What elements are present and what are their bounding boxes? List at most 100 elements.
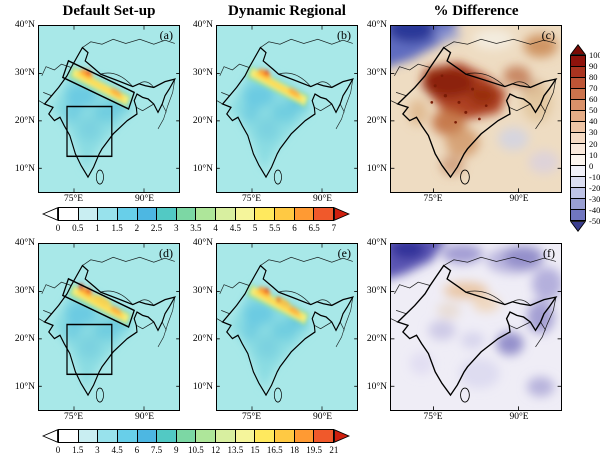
map-chart-b xyxy=(217,26,357,192)
y-axis-tick-label: 10°N xyxy=(366,163,387,174)
colorbar-cell xyxy=(571,176,585,187)
colorbar-cell xyxy=(571,66,585,77)
colorbar-cell xyxy=(274,208,294,220)
y-axis-tick-label: 20°N xyxy=(192,333,213,344)
colorbar-cell xyxy=(175,430,196,442)
colorbar-cell xyxy=(215,430,235,442)
colorbar-cell xyxy=(77,208,98,220)
x-axis-tick-label: 75°E xyxy=(241,412,262,422)
y-axis-tick-label: 40°N xyxy=(14,238,35,248)
colorbar-cell xyxy=(59,208,78,220)
panel-d-x-axis: 75°E 90°E xyxy=(38,411,180,424)
y-axis-tick-label: 40°N xyxy=(366,20,387,30)
map-chart-f xyxy=(391,244,561,410)
y-axis-tick-label: 30°N xyxy=(14,285,35,296)
panel-f-mapbox: (f) xyxy=(390,243,562,411)
panel-a-y-axis: 40°N 30°N 20°N 10°N xyxy=(7,20,35,193)
colorbar-cell xyxy=(571,187,585,198)
colorbar-cell xyxy=(571,198,585,209)
colorbar-row1-over-arrow xyxy=(334,207,350,221)
panel-label-a: (a) xyxy=(159,28,173,42)
colorbar-cell xyxy=(254,430,275,442)
colorbar-row1 xyxy=(42,207,350,221)
column-title-default-setup: Default Set-up xyxy=(62,3,156,19)
panel-d-y-axis: 40°N 30°N 20°N 10°N xyxy=(7,238,35,411)
colorbar-row2-labels: 0 1.5 3 4.5 6 7.5 9 10.5 12 13.5 15 16.5 18 19.5 21 xyxy=(55,445,339,455)
panel-f-x-axis: 75°E 90°E xyxy=(390,411,562,424)
colorbar-row2-cells xyxy=(58,429,334,443)
y-axis-tick-label: 10°N xyxy=(192,163,213,174)
x-axis-tick-label: 75°E xyxy=(63,194,84,204)
y-axis-tick-label: 30°N xyxy=(192,67,213,78)
x-axis-tick-label: 75°E xyxy=(63,412,84,422)
map-chart-d xyxy=(39,244,179,410)
panel-b-x-axis: 75°E 90°E xyxy=(216,193,358,206)
colorbar-cell xyxy=(293,208,314,220)
panel-label-c: (c) xyxy=(541,28,555,42)
colorbar-diff-under-arrow xyxy=(570,221,586,232)
panel-label-f: (f) xyxy=(543,246,555,260)
colorbar-cell xyxy=(234,208,255,220)
y-axis-tick-label: 30°N xyxy=(366,285,387,296)
y-axis-tick-label: 40°N xyxy=(192,238,213,248)
y-axis-tick-label: 10°N xyxy=(366,381,387,392)
x-axis-tick-label: 75°E xyxy=(423,412,443,422)
colorbar-cell xyxy=(313,430,333,442)
colorbar-diff-labels: 100 90 80 70 60 50 40 30 20 10 0 -10 -20 -30 -40 -50 xyxy=(589,50,600,226)
panel-c-y-axis: 40°N 30°N 20°N 10°N xyxy=(359,20,387,193)
panel-b-y-axis: 40°N 30°N 20°N 10°N xyxy=(185,20,213,193)
colorbar-cell xyxy=(293,430,314,442)
x-axis-tick-label: 75°E xyxy=(241,194,262,204)
colorbar-cell xyxy=(571,121,585,132)
x-axis-tick-label: 75°E xyxy=(423,194,443,204)
panel-a-mapbox: (a) xyxy=(38,25,180,193)
x-axis-tick-label: 90°E xyxy=(509,412,529,422)
colorbar-cell xyxy=(175,208,196,220)
colorbar-cell xyxy=(571,132,585,143)
colorbar-cell xyxy=(571,88,585,99)
colorbar-diff-over-arrow xyxy=(570,44,586,55)
x-axis-tick-label: 90°E xyxy=(134,194,155,204)
colorbar-cell xyxy=(254,208,275,220)
panel-f: 40°N 30°N 20°N 10°N (f) 75°E 90°E xyxy=(367,238,562,422)
y-axis-tick-label: 30°N xyxy=(14,67,35,78)
y-axis-tick-label: 30°N xyxy=(366,67,387,78)
y-axis-tick-label: 10°N xyxy=(192,381,213,392)
colorbar-row2 xyxy=(42,429,350,443)
colorbar-row2-over-arrow xyxy=(334,429,350,443)
y-axis-tick-label: 40°N xyxy=(192,20,213,30)
panel-d: 40°N 30°N 20°N 10°N (d) 75°E 90°E xyxy=(15,238,180,422)
colorbar-cell xyxy=(156,430,176,442)
panel-c-mapbox: (c) xyxy=(390,25,562,193)
y-axis-tick-label: 40°N xyxy=(14,20,35,30)
x-axis-tick-label: 90°E xyxy=(312,194,333,204)
panel-e-x-axis: 75°E 90°E xyxy=(216,411,358,424)
panel-d-mapbox: (d) xyxy=(38,243,180,411)
y-axis-tick-label: 20°N xyxy=(366,115,387,126)
panel-e-mapbox: (e) xyxy=(216,243,358,411)
colorbar-cell xyxy=(571,165,585,176)
colorbar-cell xyxy=(571,209,585,220)
colorbar-cell xyxy=(97,208,117,220)
panel-e: 40°N 30°N 20°N 10°N (e) 75°E 90°E xyxy=(193,238,358,422)
colorbar-cell xyxy=(571,154,585,165)
colorbar-cell xyxy=(97,430,117,442)
colorbar-row1-cells xyxy=(58,207,334,221)
panel-b: 40°N 30°N 20°N 10°N (b) 75°E 90°E xyxy=(193,20,358,204)
y-axis-tick-label: 20°N xyxy=(14,115,35,126)
y-axis-tick-label: 40°N xyxy=(366,238,387,248)
colorbar-cell xyxy=(195,430,216,442)
colorbar-row2-under-arrow xyxy=(42,429,58,443)
colorbar-cell xyxy=(136,208,157,220)
colorbar-cell xyxy=(59,430,78,442)
column-title-dynamic-regional: Dynamic Regional xyxy=(228,3,346,19)
colorbar-cell xyxy=(571,110,585,121)
panel-b-mapbox: (b) xyxy=(216,25,358,193)
x-axis-tick-label: 90°E xyxy=(134,412,155,422)
y-axis-tick-label: 20°N xyxy=(14,333,35,344)
panel-e-y-axis: 40°N 30°N 20°N 10°N xyxy=(185,238,213,411)
x-axis-tick-label: 90°E xyxy=(312,412,333,422)
colorbar-cell xyxy=(274,430,294,442)
panel-c: 40°N 30°N 20°N 10°N (c) 75°E 90°E xyxy=(367,20,562,204)
